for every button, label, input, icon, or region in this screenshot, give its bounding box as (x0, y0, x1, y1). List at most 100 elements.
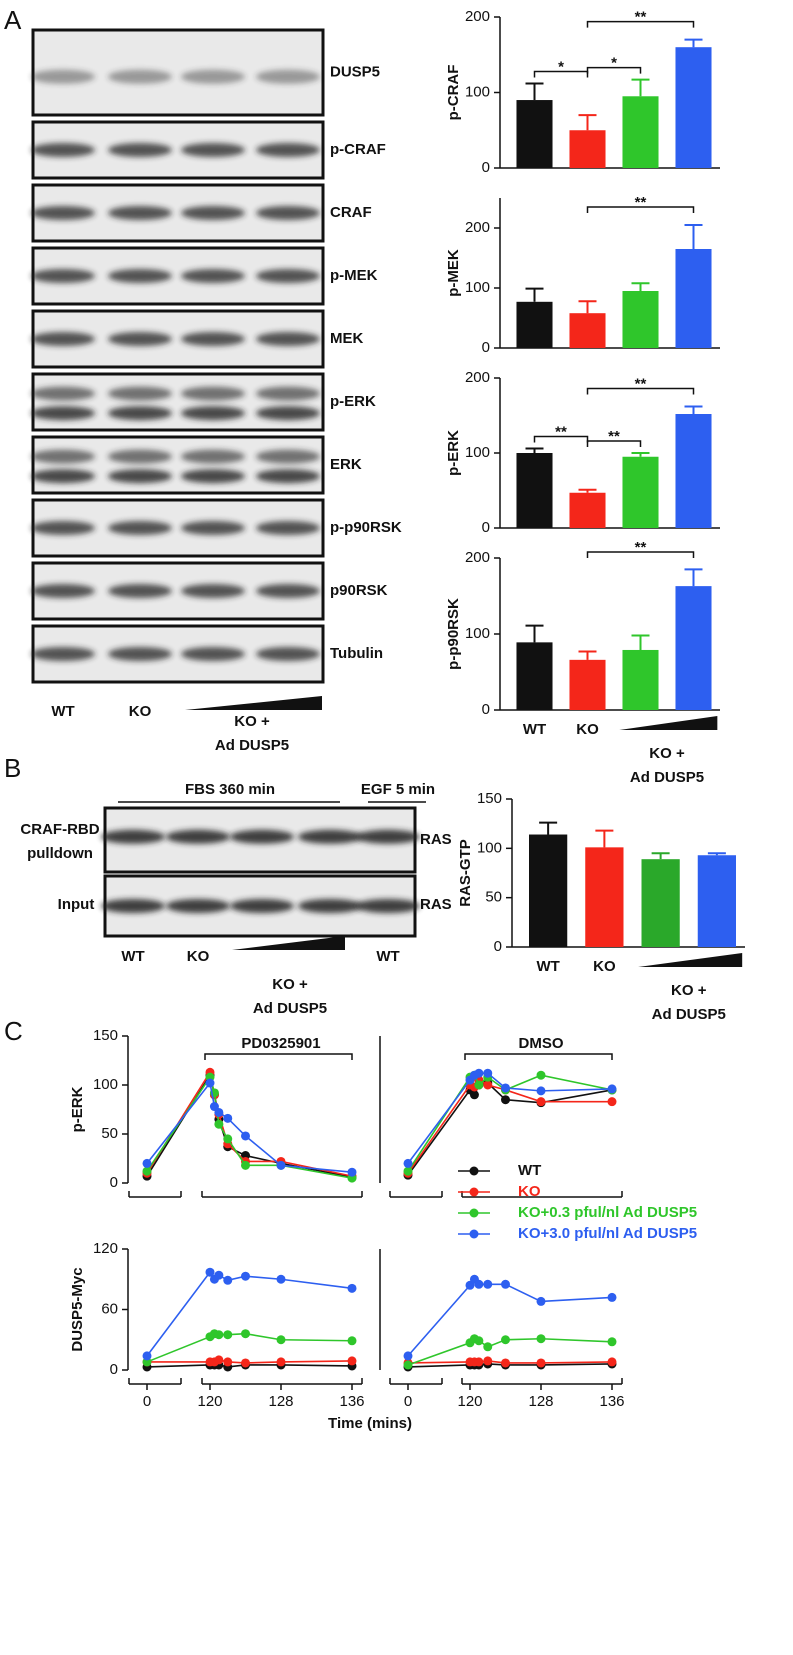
point (205, 1078, 215, 1088)
band (181, 647, 245, 661)
point (241, 1160, 250, 1170)
lane-group-label: Ad DUSP5 (253, 1000, 327, 1017)
bar (516, 100, 553, 168)
blot-header: FBS 360 min (185, 781, 275, 798)
y-tick-label: 100 (465, 625, 490, 642)
band (181, 584, 245, 598)
bar (675, 249, 712, 348)
band (31, 269, 95, 283)
band (230, 899, 294, 913)
point (403, 1360, 413, 1370)
y-tick-label: 0 (482, 701, 490, 718)
series-line (146, 1270, 353, 1357)
x-tick-label: 0 (143, 1393, 151, 1410)
x-tick-label: 128 (528, 1393, 553, 1410)
point (142, 1351, 152, 1361)
point (214, 1330, 224, 1340)
error-bar (631, 634, 650, 650)
x-tick-label: 120 (457, 1393, 482, 1410)
chart-title: PD0325901 (241, 1035, 320, 1052)
point (607, 1357, 617, 1367)
point (501, 1279, 510, 1289)
blot-label: p-p90RSK (330, 519, 402, 536)
band (31, 386, 95, 401)
error-bar (578, 300, 597, 314)
point (142, 1158, 152, 1168)
wedge (638, 953, 743, 967)
y-tick-label: 200 (465, 8, 490, 25)
point (223, 1357, 233, 1367)
y-tick-label: 0 (494, 938, 502, 955)
band (31, 584, 95, 598)
wedge (232, 936, 345, 950)
band (108, 521, 172, 535)
error-bar (707, 852, 726, 856)
point (205, 1267, 215, 1277)
legend-marker (469, 1166, 479, 1176)
band (108, 386, 172, 401)
band (181, 386, 245, 401)
series-line (407, 1072, 613, 1164)
band (108, 406, 172, 421)
bar (516, 301, 553, 348)
lane-label: WT (376, 948, 399, 965)
blot-label: RAS (420, 896, 452, 913)
series-line (146, 1332, 353, 1363)
point (536, 1296, 546, 1306)
point (223, 1275, 233, 1285)
legend-label: KO+3.0 pful/nl Ad DUSP5 (518, 1225, 697, 1242)
y-tick-label: 50 (101, 1125, 118, 1142)
significance-bracket (586, 440, 642, 447)
y-axis-label: p-ERK (69, 1086, 86, 1132)
band (101, 829, 165, 844)
series-line (407, 1079, 612, 1174)
band (181, 206, 245, 220)
band (256, 269, 320, 283)
band (181, 521, 245, 535)
panel-letter: B (4, 753, 21, 783)
point (347, 1356, 357, 1366)
legend-marker (469, 1208, 479, 1218)
point (483, 1080, 493, 1090)
bar (569, 659, 606, 710)
point (483, 1356, 493, 1366)
significance-bracket (533, 70, 589, 78)
error-bar (631, 282, 650, 291)
y-axis-label: p-ERK (445, 430, 462, 476)
point (214, 1119, 224, 1129)
point (536, 1086, 546, 1096)
blot-label: p90RSK (330, 582, 388, 599)
band (31, 449, 95, 464)
band (256, 647, 320, 661)
band (166, 899, 230, 913)
point (276, 1357, 286, 1367)
y-tick-label: 100 (465, 279, 490, 296)
blot-label: CRAF-RBD (20, 821, 99, 838)
point (276, 1160, 286, 1170)
band (356, 829, 420, 844)
x-tick-label: 136 (599, 1393, 624, 1410)
point (403, 1166, 413, 1176)
band (108, 69, 172, 84)
band (356, 899, 420, 913)
band (230, 829, 294, 844)
point (536, 1070, 546, 1080)
wedge (185, 696, 322, 710)
band (256, 386, 320, 401)
error-bar (525, 447, 544, 453)
band (256, 406, 320, 421)
x-group-label: KO + (671, 982, 707, 999)
point (347, 1336, 357, 1346)
series-line (407, 1277, 613, 1357)
band (31, 69, 95, 84)
series-line (407, 1337, 613, 1366)
y-tick-label: 0 (482, 519, 490, 536)
band (108, 449, 172, 464)
point (214, 1270, 224, 1280)
bar (585, 847, 624, 947)
blot (31, 372, 325, 432)
blot-label: MEK (330, 330, 364, 347)
point (276, 1335, 286, 1345)
x-tick-label: WT (523, 721, 546, 738)
y-tick-label: 60 (101, 1300, 118, 1317)
